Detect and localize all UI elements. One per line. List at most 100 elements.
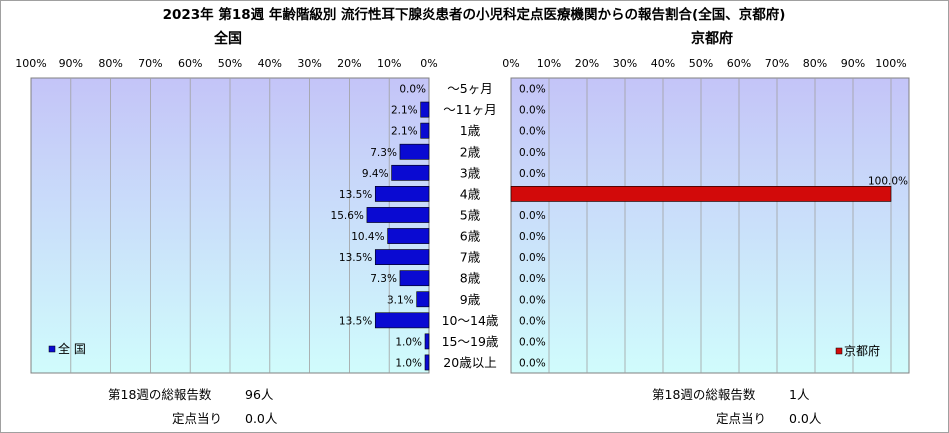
kyoto-x-tick: 30%	[613, 57, 637, 70]
kyoto-data-label: 0.0%	[519, 105, 546, 117]
category-label: 3歳	[460, 165, 481, 180]
national-bar	[420, 101, 430, 118]
national-x-tick: 50%	[218, 57, 242, 70]
kyoto-x-tick: 90%	[841, 57, 865, 70]
kyoto-x-tick: 20%	[575, 57, 599, 70]
national-x-tick: 20%	[337, 57, 361, 70]
national-total-label: 第18週の総報告数	[108, 387, 212, 402]
national-x-tick: 70%	[138, 57, 162, 70]
kyoto-total-label: 第18週の総報告数	[652, 387, 756, 402]
kyoto-data-label: 0.0%	[519, 84, 546, 96]
kyoto-total-value: 1人	[789, 387, 810, 402]
national-per-label: 定点当り	[172, 411, 222, 426]
kyoto-x-tick: 70%	[765, 57, 789, 70]
category-label: 20歳以上	[443, 355, 496, 370]
national-bar	[416, 291, 430, 308]
kyoto-data-label: 0.0%	[519, 126, 546, 138]
national-bar	[399, 270, 430, 287]
category-label: 8歳	[460, 271, 481, 286]
kyoto-data-label: 0.0%	[519, 168, 546, 180]
category-label: 6歳	[460, 229, 481, 244]
kyoto-data-label: 100.0%	[868, 175, 908, 187]
national-data-label: 13.5%	[339, 315, 372, 327]
national-legend-label: 全 国	[58, 341, 86, 356]
kyoto-legend: 京都府	[835, 343, 880, 358]
national-x-tick: 90%	[59, 57, 83, 70]
national-data-label: 10.4%	[351, 231, 384, 243]
kyoto-x-tick: 10%	[537, 57, 561, 70]
kyoto-legend-swatch	[835, 347, 843, 355]
kyoto-data-label: 0.0%	[519, 210, 546, 222]
national-x-tick: 0%	[420, 57, 437, 70]
category-label: 4歳	[460, 186, 481, 201]
kyoto-panel-title: 京都府	[691, 30, 733, 47]
kyoto-x-tick-labels: 0% 10% 20% 30% 40% 50% 60% 70% 80% 90% 100%	[502, 57, 906, 70]
national-data-label: 7.3%	[370, 147, 397, 159]
national-bars	[366, 101, 430, 371]
kyoto-x-tick: 40%	[651, 57, 675, 70]
national-bar	[420, 122, 430, 139]
kyoto-legend-label: 京都府	[844, 343, 880, 358]
national-x-tick-labels: 100% 90% 80% 70% 60% 50% 40% 30% 20% 10% 0%	[15, 57, 437, 70]
category-label: 1歳	[460, 123, 481, 138]
national-legend-swatch	[48, 345, 56, 353]
category-label: 9歳	[460, 292, 481, 307]
kyoto-per-value: 0.0人	[789, 411, 822, 426]
kyoto-x-tick: 50%	[689, 57, 713, 70]
kyoto-plot-area	[510, 77, 910, 374]
kyoto-data-label: 0.0%	[519, 357, 546, 369]
national-data-label: 3.1%	[387, 294, 414, 306]
kyoto-data-label: 0.0%	[519, 294, 546, 306]
category-label: ～5ヶ月	[447, 81, 492, 96]
kyoto-x-tick: 0%	[502, 57, 519, 70]
national-bar	[366, 207, 430, 223]
kyoto-gridlines	[548, 78, 892, 373]
national-bar	[424, 333, 430, 350]
national-bar	[391, 164, 430, 181]
national-x-tick: 30%	[297, 57, 321, 70]
national-bar	[374, 186, 430, 202]
national-data-label: 13.5%	[339, 189, 372, 201]
kyoto-x-tick: 100%	[875, 57, 906, 70]
national-bar	[374, 249, 430, 265]
kyoto-data-label: 0.0%	[519, 147, 546, 159]
category-label: 7歳	[460, 250, 481, 265]
kyoto-data-label: 0.0%	[519, 273, 546, 285]
national-per-value: 0.0人	[245, 411, 278, 426]
kyoto-per-label: 定点当り	[716, 411, 766, 426]
category-label: ～11ヶ月	[443, 102, 496, 117]
national-x-tick: 100%	[15, 57, 46, 70]
national-x-tick: 60%	[178, 57, 202, 70]
national-data-label: 7.3%	[370, 273, 397, 285]
national-bar	[374, 312, 430, 329]
kyoto-data-label: 0.0%	[519, 336, 546, 348]
kyoto-bar	[510, 186, 892, 202]
national-data-label: 9.4%	[362, 168, 389, 180]
kyoto-data-labels: 0.0% 0.0% 0.0% 0.0% 0.0% 100.0% 0.0% 0.0% 0.0% 0.…	[519, 84, 908, 370]
kyoto-x-tick: 60%	[727, 57, 751, 70]
national-bar	[399, 143, 430, 160]
national-data-label: 1.0%	[395, 336, 422, 348]
national-panel-title: 全国	[213, 30, 242, 47]
national-bar	[424, 354, 430, 371]
national-data-labels: 0.0% 2.1% 2.1% 7.3% 9.4% 13.5% 15.6% 10.4% 13.5%…	[331, 84, 426, 370]
category-label: 5歳	[460, 207, 481, 222]
national-data-label: 13.5%	[339, 252, 372, 264]
national-data-label: 0.0%	[399, 84, 426, 96]
category-labels: ～5ヶ月 ～11ヶ月 1歳 2歳 3歳 4歳 5歳 6歳 7歳 8歳 9歳 10～14歳 15～19歳 2…	[442, 81, 499, 370]
national-data-label: 2.1%	[391, 105, 418, 117]
kyoto-bars	[510, 186, 892, 202]
category-label: 2歳	[460, 144, 481, 159]
national-total-value: 96人	[245, 387, 274, 402]
national-x-tick: 80%	[98, 57, 122, 70]
kyoto-x-tick: 80%	[803, 57, 827, 70]
kyoto-data-label: 0.0%	[519, 231, 546, 243]
national-x-tick: 40%	[258, 57, 282, 70]
national-bar	[387, 228, 430, 244]
national-data-label: 15.6%	[331, 210, 364, 222]
chart-title: 2023年 第18週 年齢階級別 流行性耳下腺炎患者の小児科定点医療機関からの報…	[163, 6, 786, 23]
national-data-label: 2.1%	[391, 126, 418, 138]
kyoto-data-label: 0.0%	[519, 252, 546, 264]
kyoto-data-label: 0.0%	[519, 315, 546, 327]
